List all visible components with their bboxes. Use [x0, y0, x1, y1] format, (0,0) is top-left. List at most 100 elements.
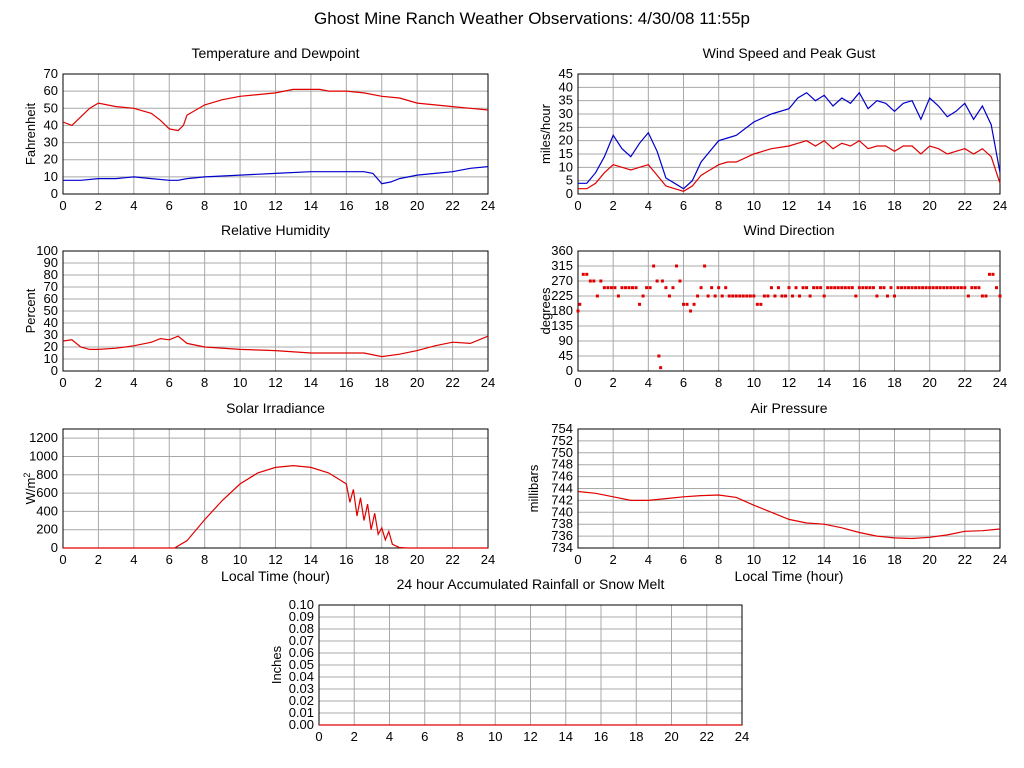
page-title: Ghost Mine Ranch Weather Observations: 4… — [314, 9, 750, 28]
y-tick-label: 746 — [551, 469, 573, 484]
series-line-0 — [62, 335, 489, 358]
data-point — [843, 286, 847, 290]
data-point — [875, 294, 879, 298]
y-tick-label: 200 — [36, 522, 58, 537]
x-tick-label: 8 — [201, 552, 208, 567]
data-point — [991, 272, 995, 276]
x-tick-label: 14 — [304, 552, 318, 567]
chart-title: 24 hour Accumulated Rainfall or Snow Mel… — [397, 576, 665, 592]
x-tick-label: 16 — [852, 198, 866, 213]
data-point — [798, 294, 802, 298]
data-point — [819, 286, 823, 290]
x-tick-label: 6 — [680, 198, 687, 213]
x-tick-label: 10 — [233, 375, 247, 390]
data-point — [868, 286, 872, 290]
data-point — [787, 286, 791, 290]
data-point — [703, 264, 707, 268]
data-point — [893, 294, 896, 298]
chart-title: Wind Direction — [743, 222, 834, 238]
x-tick-label: 12 — [782, 198, 796, 213]
y-tick-label: 5 — [566, 173, 573, 188]
x-tick-label: 6 — [166, 198, 173, 213]
x-tick-label: 4 — [130, 552, 137, 567]
data-point — [956, 286, 960, 290]
data-point — [706, 294, 710, 298]
data-point — [945, 286, 949, 290]
x-tick-label: 4 — [645, 552, 652, 567]
series-line-1 — [578, 139, 1001, 192]
data-point — [949, 286, 953, 290]
y-tick-label: 0.07 — [289, 633, 314, 648]
x-tick-label: 6 — [166, 552, 173, 567]
data-point — [826, 286, 830, 290]
data-point — [623, 286, 627, 290]
y-tick-label: 80 — [44, 267, 58, 282]
plot-frame — [62, 428, 489, 549]
y-tick-label: 90 — [44, 255, 58, 270]
y-tick-label: 0.10 — [289, 597, 314, 612]
x-axis-label: Local Time (hour) — [735, 568, 844, 584]
plot-frame — [577, 73, 1001, 195]
data-point — [857, 286, 861, 290]
y-tick-label: 315 — [551, 258, 573, 273]
x-tick-label: 16 — [852, 552, 866, 567]
x-tick-label: 20 — [664, 729, 678, 744]
data-point — [998, 294, 1002, 298]
data-point — [627, 286, 631, 290]
data-point — [864, 286, 868, 290]
data-point — [674, 264, 678, 268]
data-point — [829, 286, 833, 290]
data-point — [731, 294, 735, 298]
x-tick-label: 12 — [782, 375, 796, 390]
y-tick-label: 30 — [44, 327, 58, 342]
data-point — [660, 279, 664, 283]
data-point — [984, 294, 988, 298]
y-tick-label: 50 — [44, 303, 58, 318]
y-tick-label: 45 — [559, 348, 573, 363]
y-tick-label: 0.04 — [289, 669, 314, 684]
data-point — [638, 302, 642, 306]
x-tick-label: 14 — [559, 729, 573, 744]
data-point — [720, 294, 724, 298]
x-tick-label: 18 — [887, 375, 901, 390]
y-tick-label: 734 — [551, 540, 573, 555]
rainfall-chart: 24 hour Accumulated Rainfall or Snow Mel… — [269, 576, 749, 744]
data-point — [980, 294, 984, 298]
plot-frame — [62, 250, 489, 372]
x-tick-label: 8 — [456, 729, 463, 744]
data-point — [645, 286, 649, 290]
y-tick-label: 0.02 — [289, 693, 314, 708]
y-tick-label: 0 — [51, 540, 58, 555]
x-tick-label: 18 — [887, 198, 901, 213]
plot-frame — [62, 73, 489, 195]
data-point — [752, 294, 756, 298]
y-tick-label: 30 — [44, 135, 58, 150]
y-axis-label: Percent — [23, 288, 38, 333]
x-tick-label: 10 — [747, 552, 761, 567]
y-tick-label: 60 — [44, 291, 58, 306]
data-point — [717, 286, 721, 290]
y-tick-label: 60 — [44, 83, 58, 98]
x-tick-label: 8 — [201, 375, 208, 390]
series-line-0 — [577, 490, 1001, 540]
x-tick-label: 12 — [268, 198, 282, 213]
series-line-0 — [62, 88, 489, 132]
data-point — [942, 286, 946, 290]
data-point — [776, 286, 780, 290]
x-tick-label: 18 — [887, 552, 901, 567]
x-tick-label: 14 — [304, 198, 318, 213]
data-point — [850, 286, 854, 290]
y-tick-label: 0.03 — [289, 681, 314, 696]
x-tick-label: 8 — [715, 552, 722, 567]
chart-title: Wind Speed and Peak Gust — [703, 45, 876, 61]
data-point — [581, 272, 585, 276]
data-point — [780, 294, 784, 298]
data-point — [773, 294, 777, 298]
data-point — [678, 279, 682, 283]
x-tick-label: 12 — [268, 552, 282, 567]
y-tick-label: 0 — [566, 186, 573, 201]
